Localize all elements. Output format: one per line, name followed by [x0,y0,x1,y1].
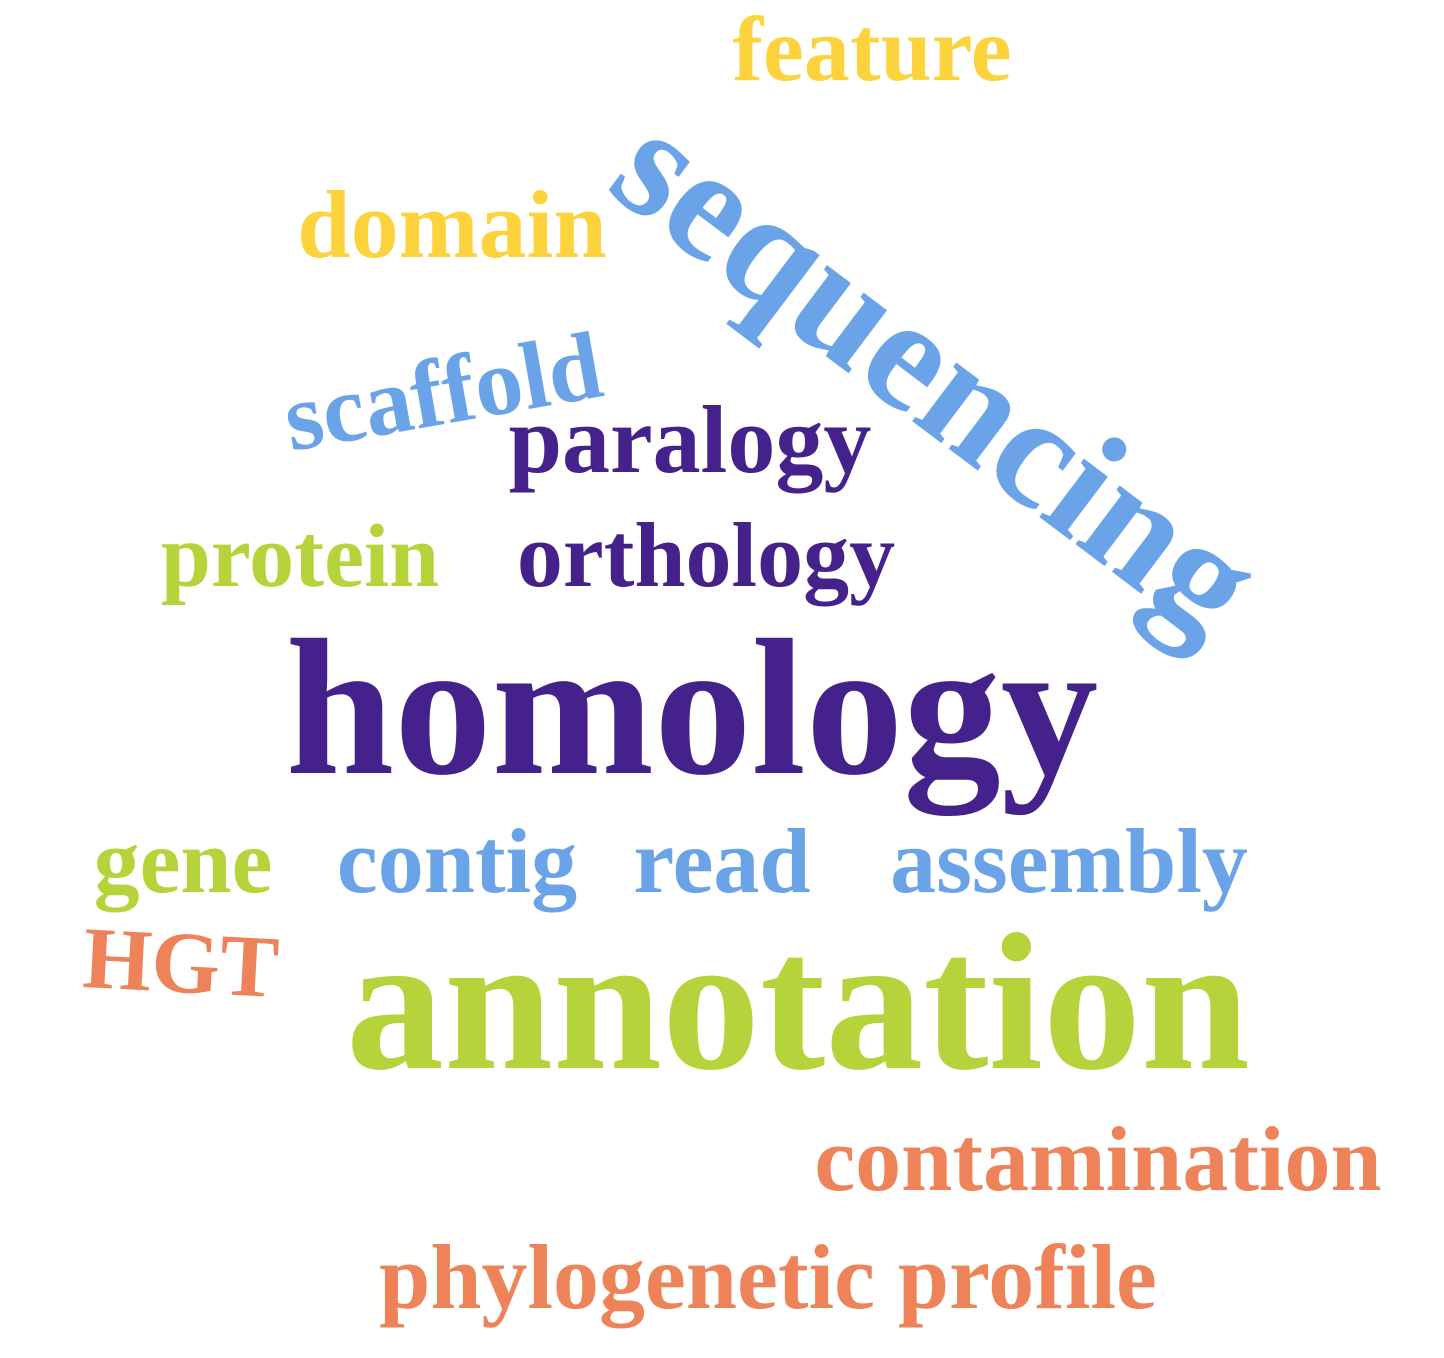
word-hgt-text: HGT [81,910,281,1017]
word-hgt: HGT [81,910,281,1017]
word-feature: feature [732,0,1011,100]
word-contamination: contamination [814,1108,1381,1210]
word-contig-text: contig [337,810,577,912]
word-feature-text: feature [732,0,1011,100]
word-contamination-text: contamination [814,1108,1381,1210]
word-read: read [633,810,810,912]
word-homology-text: homology [286,600,1099,816]
word-domain-text: domain [297,171,606,278]
word-contig: contig [337,810,577,912]
word-paralogy-text: paralogy [509,386,872,493]
word-protein: protein [161,507,439,606]
word-homology: homology [286,600,1099,816]
word-gene: gene [94,810,273,912]
word-gene-text: gene [94,810,273,912]
word-assembly-text: assembly [890,810,1248,912]
word-paralogy: paralogy [509,386,872,493]
word-assembly: assembly [890,810,1248,912]
word-orthology: orthology [517,504,895,606]
word-annotation: annotation [346,894,1250,1111]
word-phylogenetic-profile: phylogenetic profile [379,1226,1157,1328]
word-phylogenetic-profile-text: phylogenetic profile [379,1226,1157,1328]
word-domain: domain [297,171,606,278]
word-protein-text: protein [161,507,439,606]
word-annotation-text: annotation [346,894,1250,1111]
word-orthology-text: orthology [517,504,895,606]
word-read-text: read [633,810,810,912]
